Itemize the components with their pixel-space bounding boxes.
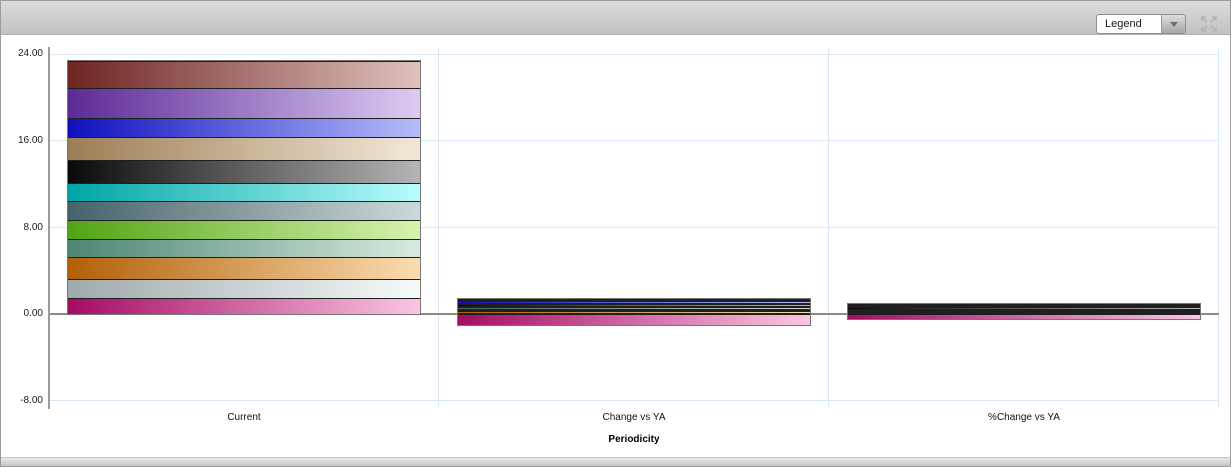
h-gridline — [49, 53, 1219, 55]
bar-segment-series-8-green[interactable] — [848, 310, 1200, 312]
bar-segment-series-10-orange[interactable] — [68, 256, 420, 280]
bar-segment-series-3-blue[interactable] — [458, 301, 810, 303]
bar-segment-series-12-magenta[interactable] — [848, 314, 1200, 319]
y-tick-label: 24.00 — [17, 48, 43, 60]
bar-segment-series-4-tan[interactable] — [848, 306, 1200, 308]
bar-segment-series-7-slate[interactable] — [68, 200, 420, 221]
h-gridline — [49, 400, 1219, 402]
v-gridline — [438, 47, 439, 407]
bar-segment-series-2-purple[interactable] — [68, 87, 420, 118]
v-gridline — [828, 47, 829, 407]
y-axis-line — [48, 47, 50, 409]
bar-segment-series-6-teal[interactable] — [848, 308, 1200, 310]
bar-segment-series-3-blue[interactable] — [68, 117, 420, 137]
x-category-label: %Change vs YA — [988, 412, 1060, 423]
bar-segment-series-5-black[interactable] — [848, 307, 1200, 309]
bar-segment-series-5-black[interactable] — [68, 160, 420, 183]
bar-segment-series-9-seagreen[interactable] — [458, 309, 810, 312]
x-category-label: Change vs YA — [602, 412, 666, 423]
bar-segment-series-1-maroon[interactable] — [848, 304, 1200, 306]
legend-dropdown-button[interactable] — [1161, 15, 1185, 33]
bar-segment-series-6-teal[interactable] — [458, 305, 810, 308]
bar-segment-series-7-slate[interactable] — [458, 307, 810, 309]
bar-segment-series-4-tan[interactable] — [458, 302, 810, 305]
x-axis-title: Periodicity — [608, 434, 660, 445]
bar-segment-series-7-slate[interactable] — [848, 309, 1200, 311]
y-tick-label: 8.00 — [23, 221, 43, 233]
bar-segment-series-2-purple[interactable] — [458, 300, 810, 302]
maximize-icon[interactable] — [1196, 14, 1222, 34]
bar-segment-series-11-silver[interactable] — [458, 312, 810, 315]
bar-segment-series-8-green[interactable] — [458, 308, 810, 310]
legend-dropdown[interactable]: Legend — [1096, 14, 1186, 34]
bar-segment-series-2-purple[interactable] — [848, 305, 1200, 306]
bar-segment-series-9-seagreen[interactable] — [848, 310, 1200, 312]
bar-segment-series-10-orange[interactable] — [848, 311, 1200, 313]
y-tick-label: 0.00 — [23, 308, 43, 320]
bar-segment-series-1-maroon[interactable] — [68, 61, 420, 88]
bar-segment-series-3-blue[interactable] — [848, 305, 1200, 307]
bar-segment-series-1-maroon[interactable] — [458, 298, 810, 301]
widget-header: Legend — [1, 1, 1230, 35]
legend-dropdown-value: Legend — [1105, 18, 1142, 30]
widget-footer-bar — [1, 457, 1230, 466]
bar-segment-series-5-black[interactable] — [458, 304, 810, 306]
y-tick-label: -8.00 — [20, 394, 43, 406]
chevron-down-icon — [1169, 21, 1178, 27]
bar-segment-series-4-tan[interactable] — [68, 137, 420, 161]
bar-segment-series-11-silver[interactable] — [68, 279, 420, 298]
bar-segment-series-6-teal[interactable] — [68, 182, 420, 201]
h-gridline — [49, 227, 1219, 228]
bar-segment-series-12-magenta[interactable] — [68, 297, 420, 315]
bar-segment-series-10-orange[interactable] — [458, 311, 810, 313]
bar-segment-series-9-seagreen[interactable] — [68, 238, 420, 257]
bar-segment-series-12-magenta[interactable] — [458, 314, 810, 325]
y-tick-label: 16.00 — [17, 134, 43, 146]
x-category-label: Current — [227, 412, 261, 423]
bar-segment-series-11-silver[interactable] — [848, 313, 1200, 315]
chart-area: 24.00 16.00 8.00 0.00 -8.00 Current Change vs… — [1, 35, 1230, 458]
h-gridline — [49, 140, 1219, 142]
v-gridline — [1218, 47, 1219, 407]
bar-segment-series-8-green[interactable] — [68, 220, 420, 239]
plot-area — [48, 47, 1219, 409]
